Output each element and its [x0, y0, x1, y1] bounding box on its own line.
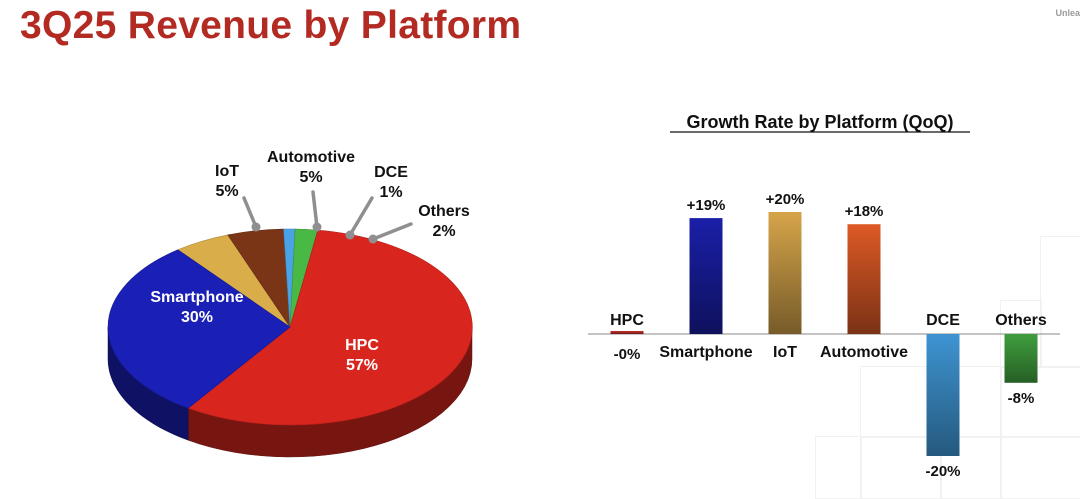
bar-category-dce: DCE [926, 312, 960, 329]
pie-label-hpc: HPC [345, 337, 379, 354]
bar-hpc [610, 331, 644, 334]
corner-text: Unlea [1055, 8, 1080, 18]
pie-leader-dot-automotive [312, 222, 322, 232]
pie-label-smartphone: Smartphone [150, 289, 243, 306]
page-title: 3Q25 Revenue by Platform [20, 4, 522, 47]
bar-category-smartphone: Smartphone [659, 344, 752, 361]
bar-category-iot: IoT [773, 344, 797, 361]
pie-label-iot: IoT [215, 163, 239, 180]
pie-leader-iot [242, 196, 258, 229]
bar-chart-title: Growth Rate by Platform (QoQ) [686, 112, 953, 132]
bar-value-iot: +20% [766, 191, 805, 208]
bar-category-automotive: Automotive [820, 344, 908, 361]
pie-label-automotive: Automotive [267, 149, 355, 166]
pie-leader-automotive [311, 190, 319, 229]
pie-value-others: 2% [432, 223, 455, 240]
pie-leader-dot-dce [345, 230, 355, 240]
pie-leader-dot-others [368, 234, 378, 244]
pie-value-hpc: 57% [346, 357, 378, 374]
bar-value-hpc: -0% [614, 346, 641, 363]
bar-category-hpc: HPC [610, 312, 644, 329]
pie-value-iot: 5% [215, 183, 238, 200]
bar-value-dce: -20% [925, 463, 960, 480]
pie-value-smartphone: 30% [181, 309, 213, 326]
bar-value-smartphone: +19% [687, 197, 726, 214]
bar-others [1004, 334, 1038, 383]
pie-slice-smartphone [107, 249, 291, 409]
bar-value-others: -8% [1008, 390, 1035, 407]
bar-dce [926, 334, 960, 456]
pie-slice-hpc [187, 229, 473, 426]
pie-value-dce: 1% [379, 184, 402, 201]
pie-label-dce: DCE [374, 164, 408, 181]
bar-smartphone [689, 218, 723, 334]
pie-labels: HPC 57% Smartphone 30% IoT 5% Automotive 5% DCE 1… [150, 149, 470, 374]
pie-label-others: Others [418, 203, 470, 220]
pie-value-automotive: 5% [299, 169, 322, 186]
pie-leader-dce [348, 196, 374, 237]
bar-automotive [847, 224, 881, 334]
bar-value-automotive: +18% [845, 203, 884, 220]
pie-leader-others [371, 222, 413, 241]
bar-category-others: Others [995, 312, 1047, 329]
bar-iot [768, 212, 802, 334]
pie-top [107, 228, 473, 426]
pie-leader-dot-iot [251, 222, 261, 232]
